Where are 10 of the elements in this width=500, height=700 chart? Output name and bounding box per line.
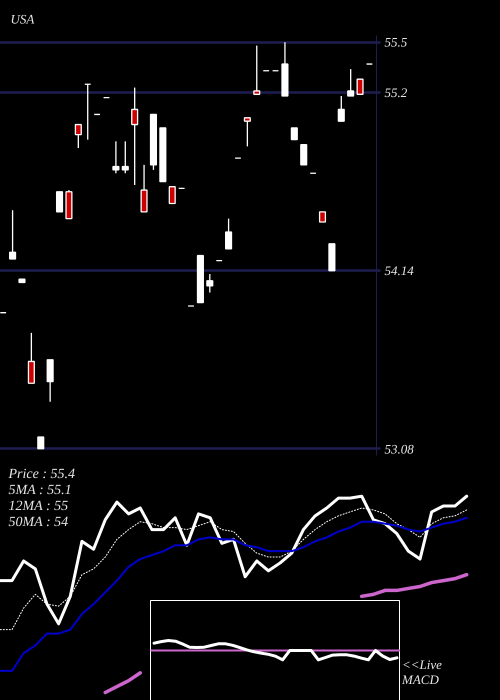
y-tick-label: 55.2 (384, 85, 408, 100)
chart-title: USA (10, 12, 34, 26)
annotation: 5MA : 55.1 (8, 483, 72, 498)
y-tick-label: 54.14 (384, 263, 414, 278)
annotation: 50MA : 54 (8, 515, 68, 530)
text: Price : 55.4 (8, 467, 75, 482)
y-tick-label: 53.08 (384, 441, 414, 456)
y-tick-label: 55.5 (384, 34, 408, 50)
annotation: 12MA : 55 (8, 499, 68, 514)
annotation: <<Live MACD (402, 657, 443, 687)
